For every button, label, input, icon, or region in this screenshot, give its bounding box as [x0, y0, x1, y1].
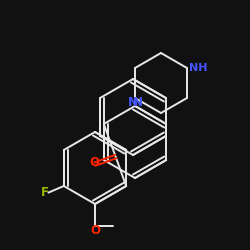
Text: N: N: [133, 96, 143, 110]
Text: O: O: [89, 156, 99, 169]
Text: NH: NH: [189, 63, 208, 73]
Text: N: N: [128, 96, 138, 108]
Text: F: F: [40, 186, 48, 199]
Text: O: O: [90, 224, 100, 236]
